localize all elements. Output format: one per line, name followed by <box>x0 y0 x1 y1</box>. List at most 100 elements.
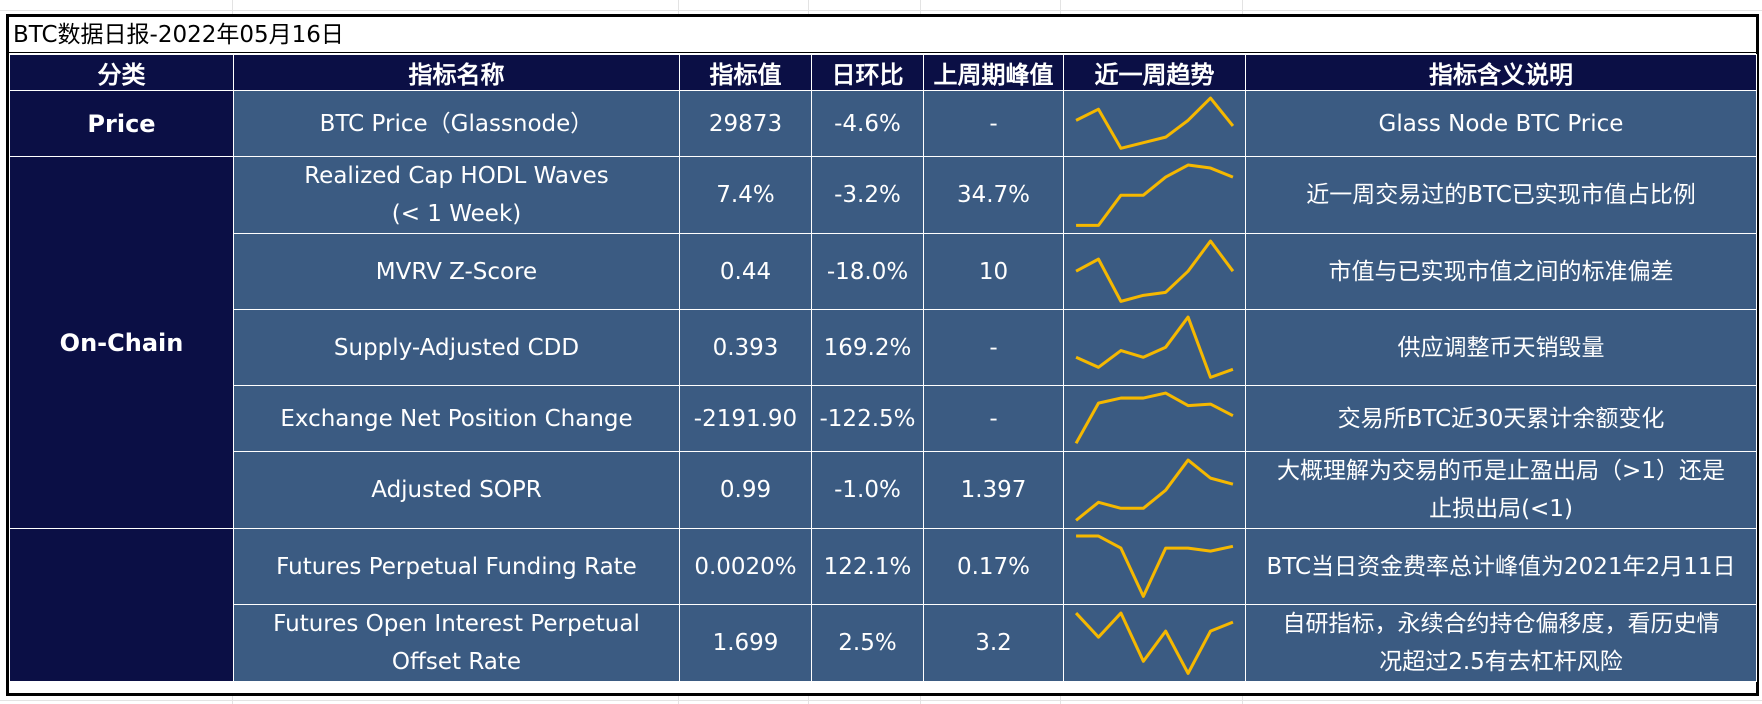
indicator-value-cell[interactable]: 0.393 <box>679 309 812 386</box>
trend-sparkline <box>1076 163 1234 227</box>
category-price[interactable]: Price <box>9 90 234 157</box>
report-title[interactable]: BTC数据日报-2022年05月16日 <box>9 17 1756 53</box>
indicator-name-line: Futures Open Interest Perpetual <box>273 611 640 637</box>
day-change-cell[interactable]: -3.2% <box>811 156 924 234</box>
day-change-cell[interactable]: 2.5% <box>811 604 924 682</box>
indicator-name-line: (< 1 Week) <box>391 201 522 227</box>
trend-line <box>1076 163 1234 227</box>
description-line: Glass Node BTC Price <box>1378 110 1624 137</box>
indicator-name-cell[interactable]: Realized Cap HODL Waves (< 1 Week) <box>233 156 680 234</box>
last-peak-cell[interactable]: - <box>923 385 1064 452</box>
trend-sparkline-cell[interactable] <box>1063 528 1246 605</box>
trend-line <box>1076 534 1234 599</box>
description-cell[interactable]: Glass Node BTC Price <box>1245 90 1757 157</box>
indicator-value-cell[interactable]: -2191.90 <box>679 385 812 452</box>
description-cell[interactable]: 大概理解为交易的币是止盈出局（>1）还是 止损出局(<1) <box>1245 451 1757 529</box>
trend-sparkline-cell[interactable] <box>1063 156 1246 234</box>
category-onchain[interactable]: On-Chain <box>9 156 234 529</box>
indicator-name-cell[interactable]: MVRV Z-Score <box>233 233 680 310</box>
header-row: 分类 指标名称 指标值 日环比 上周期峰值 近一周趋势 指标含义说明 <box>9 54 1757 91</box>
table-row: Adjusted SOPR 0.99 -1.0% 1.397 大概理解为交易的币… <box>10 451 1757 529</box>
last-peak-cell[interactable]: - <box>923 309 1064 386</box>
last-peak-cell[interactable]: - <box>923 90 1064 157</box>
indicator-name-cell[interactable]: Adjusted SOPR <box>233 451 680 529</box>
indicator-name-line: Offset Rate <box>391 649 522 675</box>
indicator-value-cell[interactable]: 0.44 <box>679 233 812 310</box>
indicator-name-line: Exchange Net Position Change <box>280 405 633 432</box>
day-change-cell[interactable]: -4.6% <box>811 90 924 157</box>
trend-line <box>1075 458 1234 522</box>
trend-sparkline <box>1076 534 1234 599</box>
indicator-value-cell[interactable]: 1.699 <box>679 604 812 682</box>
trend-sparkline-cell[interactable] <box>1063 451 1246 529</box>
header-day-change[interactable]: 日环比 <box>811 54 924 91</box>
indicator-name-cell[interactable]: Exchange Net Position Change <box>233 385 680 452</box>
description-cell[interactable]: 供应调整币天销毁量 <box>1245 309 1757 386</box>
header-category[interactable]: 分类 <box>9 54 234 91</box>
description-line: 近一周交易过的BTC已实现市值占比例 <box>1306 182 1696 208</box>
table-row: Supply-Adjusted CDD 0.393 169.2% - 供应调整币… <box>10 309 1757 386</box>
description-line: 止损出局(<1) <box>1429 496 1573 522</box>
day-change-cell[interactable]: 169.2% <box>811 309 924 386</box>
header-weekly-trend[interactable]: 近一周趋势 <box>1063 54 1246 91</box>
header-last-peak[interactable]: 上周期峰值 <box>923 54 1064 91</box>
description-line: 自研指标，永续合约持仓偏移度，看历史情 <box>1282 611 1720 637</box>
last-peak-cell[interactable]: 3.2 <box>923 604 1064 682</box>
table-row: Futures Perpetual Funding Rate 0.0020% 1… <box>9 528 1757 682</box>
trend-sparkline <box>1074 611 1234 675</box>
day-change-cell[interactable]: -122.5% <box>811 385 924 452</box>
indicator-name-line: MVRV Z-Score <box>375 258 538 285</box>
indicator-name-line: Supply-Adjusted CDD <box>333 334 580 361</box>
indicator-value-cell[interactable]: 29873 <box>679 90 812 157</box>
indicator-name-cell[interactable]: BTC Price（Glassnode） <box>233 90 680 157</box>
indicator-name-cell[interactable]: Futures Open Interest Perpetual Offset Ra… <box>233 604 680 682</box>
last-peak-cell[interactable]: 1.397 <box>923 451 1064 529</box>
table-row: Futures Open Interest Perpetual Offset Ra… <box>10 604 1757 682</box>
last-peak-cell[interactable]: 10 <box>923 233 1064 310</box>
description-line: 况超过2.5有去杠杆风险 <box>1379 649 1623 675</box>
trend-sparkline <box>1075 96 1235 151</box>
description-cell[interactable]: 市值与已实现市值之间的标准偏差 <box>1245 233 1757 310</box>
indicator-value-cell[interactable]: 0.0020% <box>679 528 812 605</box>
trend-sparkline-cell[interactable] <box>1063 309 1246 386</box>
trend-line <box>1075 96 1235 151</box>
description-line: 交易所BTC近30天累计余额变化 <box>1337 405 1665 432</box>
day-change-cell[interactable]: -1.0% <box>811 451 924 529</box>
trend-line <box>1075 315 1234 380</box>
trend-sparkline-cell[interactable] <box>1063 233 1246 310</box>
day-change-cell[interactable]: 122.1% <box>811 528 924 605</box>
trend-sparkline-cell[interactable] <box>1063 604 1246 682</box>
table-row: MVRV Z-Score 0.44 -18.0% 10 市值与已实现市值之间的标… <box>10 233 1757 310</box>
indicator-name-cell[interactable]: Futures Perpetual Funding Rate <box>233 528 680 605</box>
indicator-value-cell[interactable]: 0.99 <box>679 451 812 529</box>
last-peak-cell[interactable]: 34.7% <box>923 156 1064 234</box>
table-row: On-Chain Realized Cap HODL Waves (< 1 Wee… <box>9 156 1757 529</box>
description-cell[interactable]: 近一周交易过的BTC已实现市值占比例 <box>1245 156 1757 234</box>
trend-sparkline <box>1075 315 1234 380</box>
description-line: 供应调整币天销毁量 <box>1397 334 1605 361</box>
last-peak-cell[interactable]: 0.17% <box>923 528 1064 605</box>
trend-sparkline-cell[interactable] <box>1063 90 1246 157</box>
description-cell[interactable]: 自研指标，永续合约持仓偏移度，看历史情 况超过2.5有去杠杆风险 <box>1245 604 1757 682</box>
trend-line <box>1074 611 1234 675</box>
trend-sparkline <box>1074 391 1234 445</box>
indicator-name-cell[interactable]: Supply-Adjusted CDD <box>233 309 680 386</box>
description-cell[interactable]: BTC当日资金费率总计峰值为2021年2月11日 <box>1245 528 1757 605</box>
indicator-name-line: Realized Cap HODL Waves <box>304 163 609 189</box>
trend-sparkline-cell[interactable] <box>1063 385 1246 452</box>
indicator-name-line: Adjusted SOPR <box>371 477 542 503</box>
indicator-table: 分类 指标名称 指标值 日环比 上周期峰值 近一周趋势 指标含义说明 Price… <box>9 54 1757 682</box>
header-description[interactable]: 指标含义说明 <box>1245 54 1757 91</box>
description-cell[interactable]: 交易所BTC近30天累计余额变化 <box>1245 385 1757 452</box>
table-row: Exchange Net Position Change -2191.90 -1… <box>10 385 1757 452</box>
indicator-name-line: BTC Price（Glassnode） <box>319 110 594 137</box>
trend-sparkline <box>1075 458 1234 522</box>
category-derivatives[interactable] <box>9 528 234 682</box>
header-indicator-value[interactable]: 指标值 <box>679 54 812 91</box>
day-change-cell[interactable]: -18.0% <box>811 233 924 310</box>
report-frame: BTC数据日报-2022年05月16日 分类 指标名称 指标值 日环比 上周期峰… <box>6 14 1759 696</box>
header-indicator-name[interactable]: 指标名称 <box>233 54 680 91</box>
indicator-value-cell[interactable]: 7.4% <box>679 156 812 234</box>
trend-line <box>1074 391 1234 445</box>
indicator-name-line: Futures Perpetual Funding Rate <box>276 553 637 580</box>
